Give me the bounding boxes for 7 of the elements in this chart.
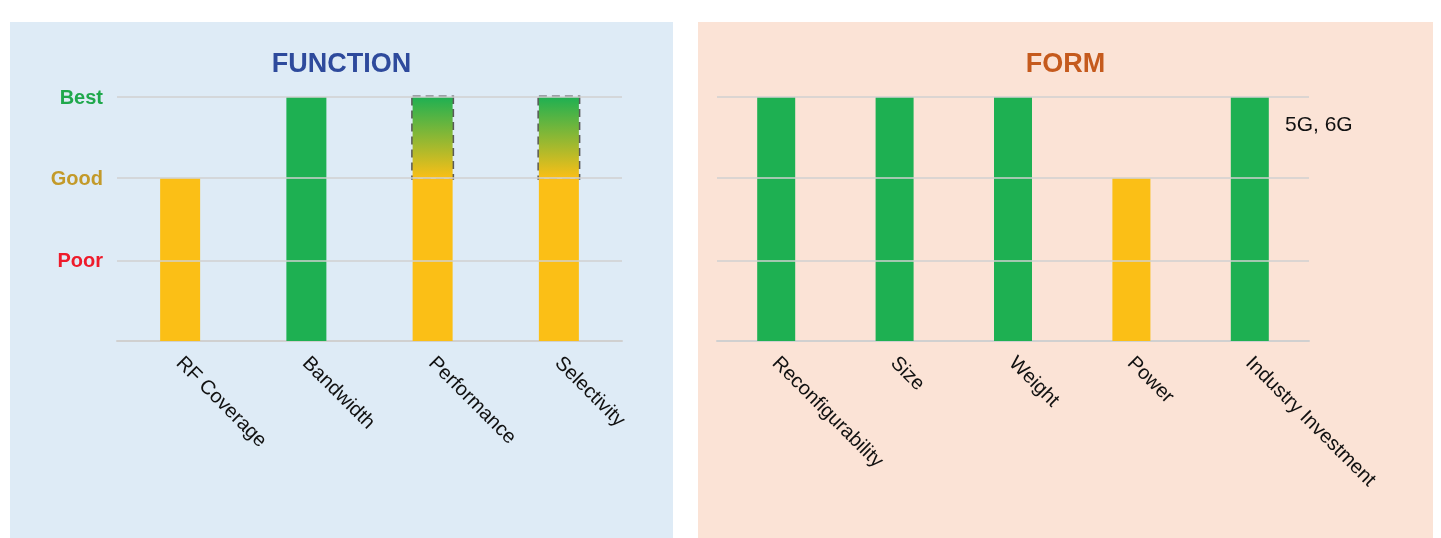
chart-title: FUNCTION [271, 47, 412, 78]
ref-line-label: Good [50, 166, 103, 189]
annotation: 5G, 6G [1285, 112, 1353, 135]
ref-line-label: Best [59, 86, 104, 108]
ref-line-label: Poor [57, 249, 104, 272]
x-tick-label: Size [886, 351, 930, 395]
chart-title: FORM [1025, 47, 1106, 78]
